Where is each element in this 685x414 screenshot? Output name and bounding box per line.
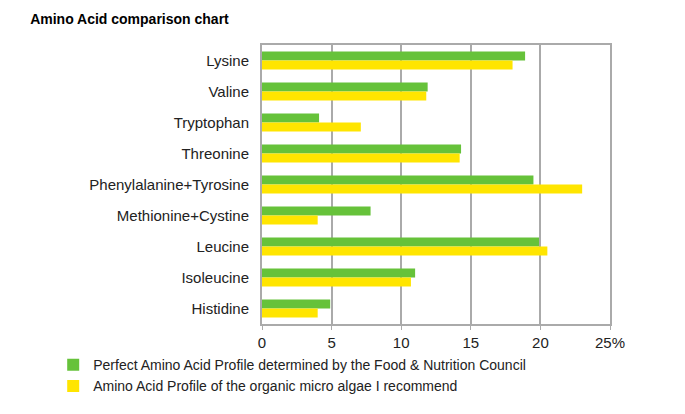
svg-text:Histidine: Histidine xyxy=(191,300,249,317)
svg-text:Leucine: Leucine xyxy=(196,238,249,255)
svg-text:Phenylalanine+Tyrosine: Phenylalanine+Tyrosine xyxy=(89,176,249,193)
svg-text:5: 5 xyxy=(327,334,335,351)
svg-text:20: 20 xyxy=(532,334,549,351)
svg-text:Amino Acid comparison chart: Amino Acid comparison chart xyxy=(30,11,229,27)
svg-text:Isoleucine: Isoleucine xyxy=(181,269,249,286)
svg-text:25%: 25% xyxy=(595,334,625,351)
svg-text:Threonine: Threonine xyxy=(181,145,249,162)
svg-text:Amino Acid Profile of the orga: Amino Acid Profile of the organic micro … xyxy=(93,378,457,394)
svg-text:Tryptophan: Tryptophan xyxy=(174,114,249,131)
svg-text:Lysine: Lysine xyxy=(206,52,249,69)
svg-text:0: 0 xyxy=(258,334,266,351)
svg-text:Valine: Valine xyxy=(208,83,249,100)
svg-text:Perfect Amino Acid Profile det: Perfect Amino Acid Profile determined by… xyxy=(93,357,526,373)
svg-text:15: 15 xyxy=(462,334,479,351)
svg-text:Methionine+Cystine: Methionine+Cystine xyxy=(117,207,249,224)
svg-text:10: 10 xyxy=(393,334,410,351)
